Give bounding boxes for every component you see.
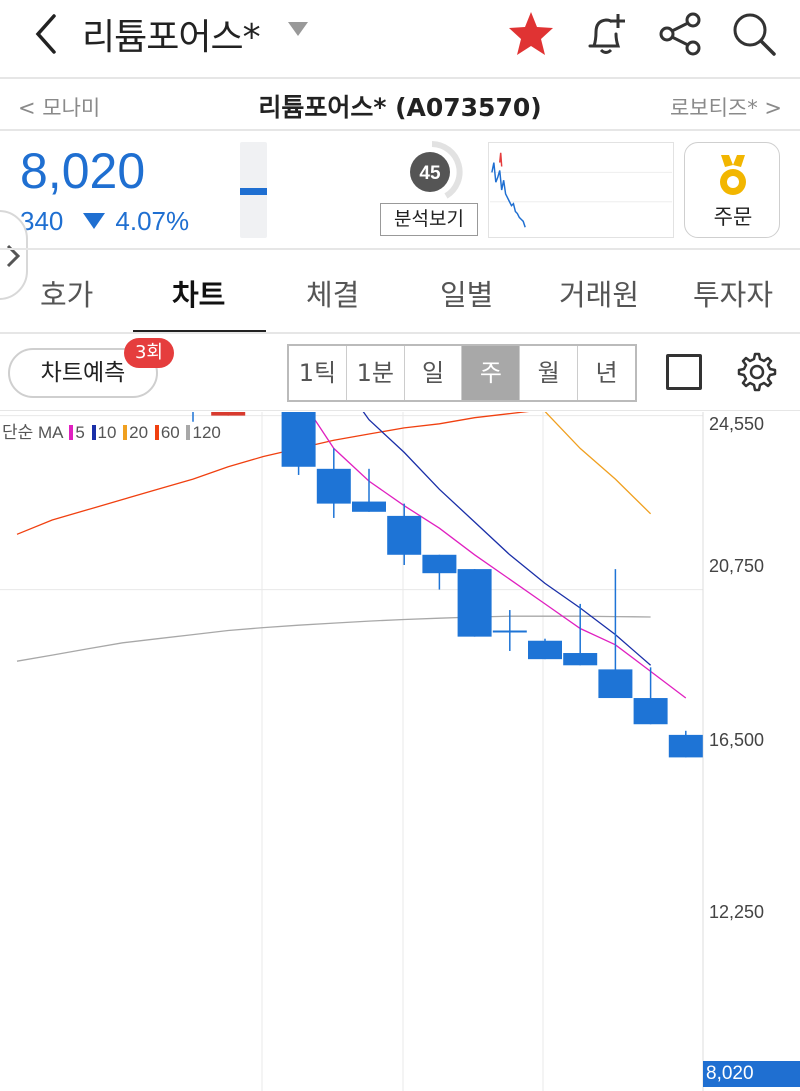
search-icon[interactable] bbox=[728, 8, 780, 60]
tab-chart[interactable]: 차트 bbox=[172, 278, 226, 312]
candle-body bbox=[281, 412, 316, 467]
back-icon[interactable] bbox=[28, 10, 64, 58]
legend-ma5: 5 bbox=[75, 423, 85, 442]
ma5-line bbox=[308, 412, 687, 699]
price-range-bar bbox=[240, 142, 267, 238]
star-icon[interactable] bbox=[505, 8, 557, 60]
period-1tick[interactable]: 1틱 bbox=[289, 346, 347, 400]
divider bbox=[0, 410, 800, 411]
share-icon[interactable] bbox=[655, 8, 707, 60]
ma60-line bbox=[16, 412, 530, 535]
y-tick-label: 16,500 bbox=[708, 730, 764, 750]
candle-body bbox=[528, 640, 562, 660]
ma5-swatch bbox=[69, 425, 74, 440]
ma120-line bbox=[16, 615, 651, 662]
active-tab-indicator bbox=[133, 330, 266, 333]
candle-body bbox=[457, 569, 492, 637]
price-change: 340 4.07% bbox=[20, 206, 189, 237]
tab-orderbook[interactable]: 호가 bbox=[40, 278, 94, 312]
period-month[interactable]: 월 bbox=[520, 346, 579, 400]
legend-prefix: 단순 MA bbox=[2, 423, 63, 442]
down-triangle-icon bbox=[83, 213, 106, 229]
y-tick-label: 12,250 bbox=[708, 902, 764, 922]
tab-daily[interactable]: 일별 bbox=[440, 278, 494, 312]
candle-body bbox=[316, 468, 351, 504]
y-tick-label: 24,550 bbox=[708, 414, 764, 434]
period-day[interactable]: 일 bbox=[404, 346, 463, 400]
gear-icon[interactable] bbox=[735, 350, 779, 394]
period-1min[interactable]: 1분 bbox=[346, 346, 405, 400]
chart-legend: 단순 MA 5 10 20 60 120 bbox=[2, 418, 221, 443]
divider bbox=[0, 129, 800, 131]
period-year[interactable]: 년 bbox=[578, 346, 635, 400]
change-percent: 4.07% bbox=[115, 206, 190, 236]
score-value: 45 bbox=[419, 163, 441, 184]
score-gauge[interactable]: 45 bbox=[400, 140, 464, 204]
legend-ma10: 10 bbox=[97, 423, 117, 442]
stock-name: 리튬포어스* (A073570) bbox=[258, 93, 542, 122]
candle-body bbox=[211, 412, 246, 416]
chart-toolbar: 차트예측 3회 1틱 1분 일 주 월 년 bbox=[0, 334, 800, 412]
medal-icon bbox=[720, 155, 746, 195]
prev-stock-link[interactable]: < 모나미 bbox=[18, 96, 101, 120]
candle-body bbox=[633, 698, 668, 725]
predict-count-badge: 3회 bbox=[124, 338, 174, 368]
candle-body bbox=[563, 653, 598, 666]
tab-investors[interactable]: 투자자 bbox=[693, 278, 774, 312]
price-range-marker bbox=[240, 188, 267, 195]
divider bbox=[0, 77, 800, 79]
tab-brokers[interactable]: 거래원 bbox=[559, 278, 640, 312]
stock-navigator: < 모나미 리튬포어스* (A073570) 로보티즈* > bbox=[0, 80, 800, 130]
mini-price-chart bbox=[488, 142, 674, 238]
order-button[interactable]: 주문 bbox=[684, 142, 780, 238]
ma10-line bbox=[362, 412, 652, 666]
candlestick-chart[interactable] bbox=[0, 412, 800, 1091]
candle-body bbox=[668, 734, 703, 758]
change-amount: 340 bbox=[20, 206, 64, 236]
ma20-swatch bbox=[123, 425, 128, 440]
order-label: 주문 bbox=[713, 205, 753, 229]
legend-ma20: 20 bbox=[129, 423, 149, 442]
analysis-button[interactable]: 분석보기 bbox=[380, 203, 478, 236]
ma10-swatch bbox=[91, 425, 96, 440]
next-stock-link[interactable]: 로보티즈* > bbox=[669, 96, 782, 120]
tab-trades[interactable]: 체결 bbox=[306, 278, 360, 312]
candle-body bbox=[492, 630, 527, 633]
period-week[interactable]: 주 bbox=[462, 346, 521, 400]
chart-predict-button[interactable]: 차트예측 bbox=[8, 348, 158, 398]
tab-bar: 호가 차트 체결 일별 거래원 투자자 bbox=[0, 250, 800, 333]
fullscreen-icon[interactable] bbox=[666, 354, 702, 390]
legend-ma60: 60 bbox=[160, 423, 180, 442]
last-price-tag: 8,020 bbox=[703, 1061, 800, 1087]
caret-down-icon[interactable] bbox=[287, 20, 309, 38]
legend-ma120: 120 bbox=[192, 423, 221, 442]
period-selector: 1틱 1분 일 주 월 년 bbox=[287, 344, 637, 402]
candle-body bbox=[352, 501, 386, 512]
current-price: 8,020 bbox=[20, 143, 146, 199]
y-tick-label: 20,750 bbox=[708, 556, 764, 576]
candle-body bbox=[387, 515, 422, 555]
candle-body bbox=[422, 554, 457, 574]
divider bbox=[0, 332, 800, 334]
top-bar: 리튬포어스* bbox=[0, 0, 800, 78]
divider bbox=[0, 248, 800, 250]
candle-body bbox=[598, 669, 633, 699]
bell-add-icon[interactable] bbox=[580, 8, 632, 60]
ma60-swatch bbox=[154, 425, 159, 440]
page-title[interactable]: 리튬포어스* bbox=[82, 17, 261, 58]
ma120-swatch bbox=[186, 425, 191, 440]
